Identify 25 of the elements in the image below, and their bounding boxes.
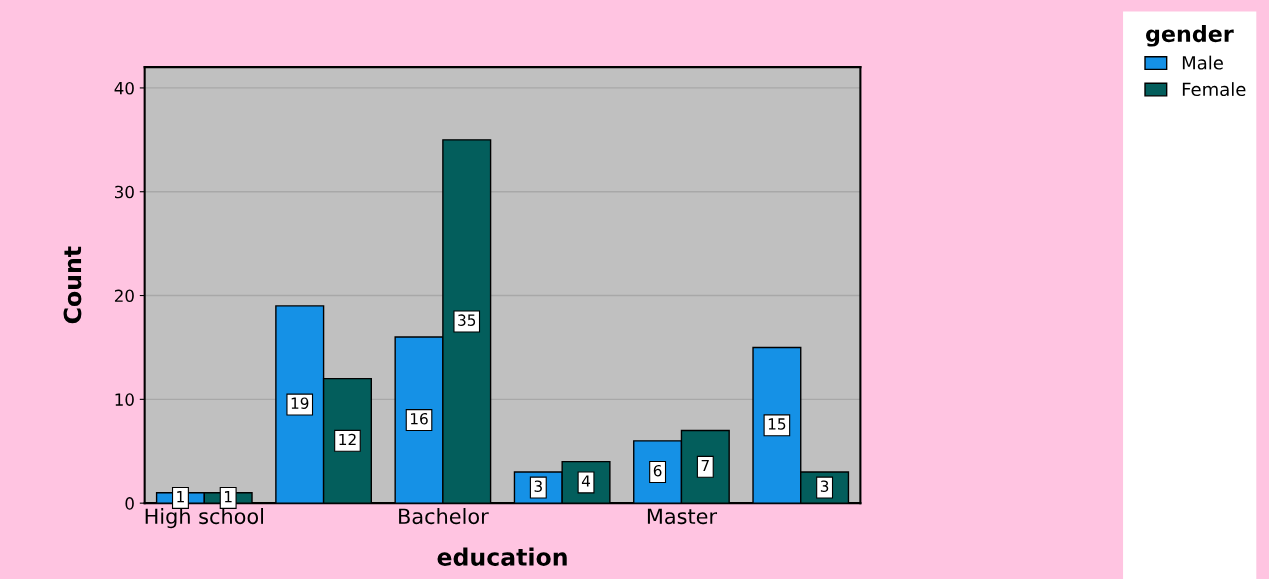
data-label: 15 bbox=[768, 418, 786, 430]
data-label: 7 bbox=[701, 459, 709, 472]
y-axis-title: Count bbox=[63, 246, 82, 324]
x-tick-label: Bachelor bbox=[399, 508, 489, 525]
legend-title: gender bbox=[1146, 24, 1234, 47]
data-label: 19 bbox=[291, 397, 309, 409]
data-label: 3 bbox=[820, 480, 829, 493]
data-label: 4 bbox=[581, 475, 591, 487]
y-tick-label: 40 bbox=[114, 81, 134, 95]
y-tick-label: 20 bbox=[114, 289, 134, 303]
data-label: 1 bbox=[224, 491, 232, 503]
data-label: 16 bbox=[410, 412, 428, 425]
y-tick-label: 10 bbox=[115, 393, 134, 406]
data-label: 3 bbox=[534, 480, 542, 493]
data-label: 12 bbox=[339, 433, 356, 446]
data-label: 1 bbox=[177, 491, 184, 503]
legend-label: Male bbox=[1182, 55, 1223, 70]
data-label: 35 bbox=[458, 314, 476, 326]
x-axis-title: education bbox=[437, 547, 567, 566]
y-tick-label: 0 bbox=[125, 497, 134, 510]
x-tick-label: Master bbox=[647, 508, 718, 525]
x-tick-label: High school bbox=[145, 508, 263, 529]
legend-label: Female bbox=[1182, 82, 1246, 97]
data-label: 6 bbox=[653, 464, 662, 477]
y-tick-label: 30 bbox=[115, 185, 134, 199]
